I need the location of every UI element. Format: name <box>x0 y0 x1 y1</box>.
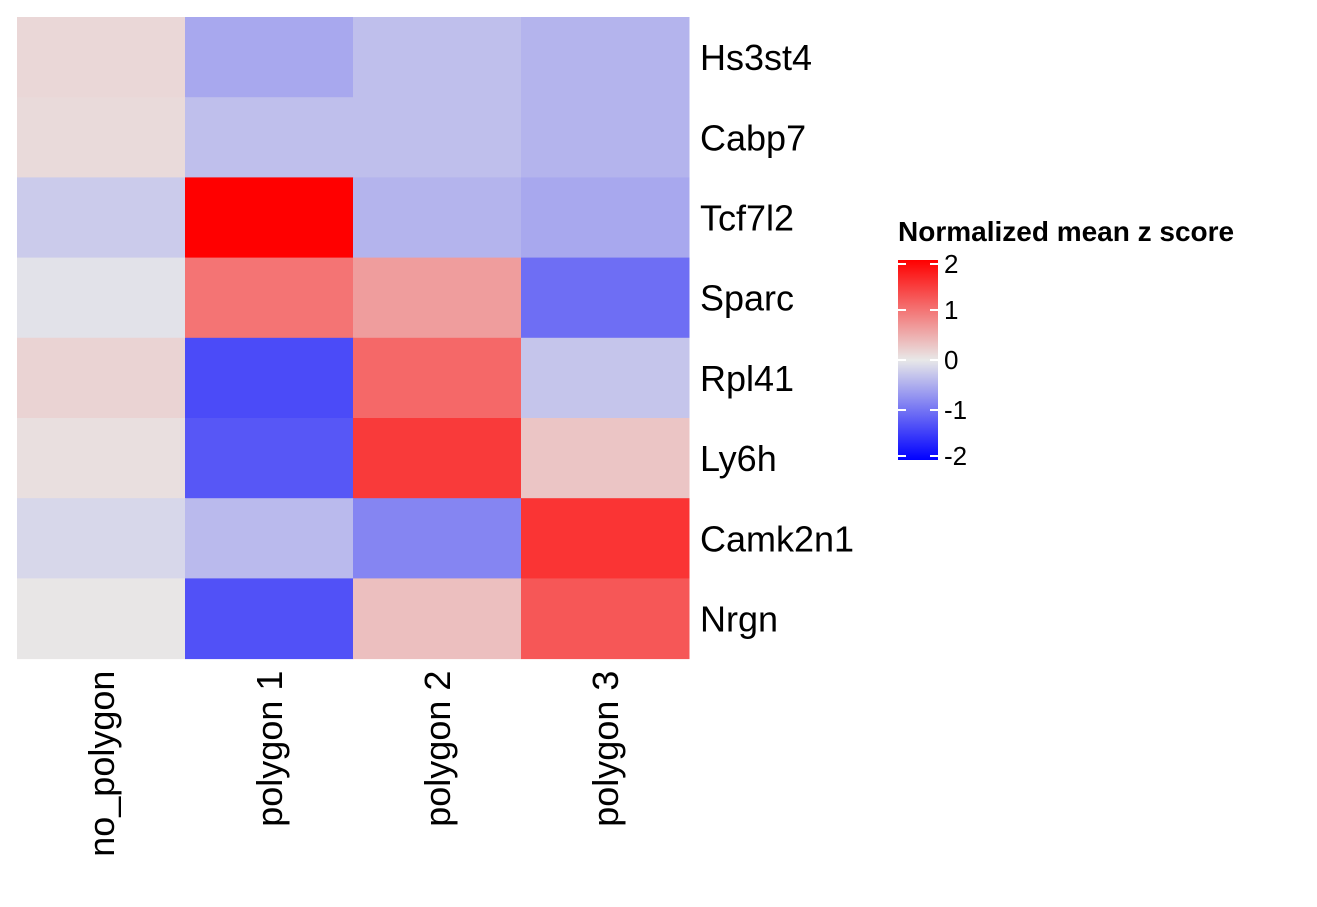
column-label-no-polygon: no_polygon <box>81 671 122 857</box>
row-label-rpl41: Rpl41 <box>700 358 794 399</box>
legend-tick-label: -1 <box>944 395 967 425</box>
heatmap-cell-camk2n1-polygon-2 <box>353 498 522 579</box>
heatmap-cells <box>17 17 690 660</box>
row-label-sparc: Sparc <box>700 278 794 319</box>
row-labels: Hs3st4 Cabp7 Tcf7l2 Sparc Rpl41 Ly6h Camk2n1 Nr… <box>700 37 854 639</box>
heatmap-cell-sparc-no-polygon <box>17 257 186 339</box>
heatmap-cell-nrgn-polygon-3 <box>521 578 690 660</box>
heatmap-cell-hs3st4-no-polygon <box>17 17 186 98</box>
heatmap-cell-hs3st4-polygon-2 <box>353 17 522 98</box>
heatmap-cell-cabp7-polygon-2 <box>353 97 522 178</box>
heatmap-cell-sparc-polygon-3 <box>521 257 690 339</box>
heatmap-cell-camk2n1-polygon-1 <box>185 498 354 579</box>
legend-tick-label: 0 <box>944 345 958 375</box>
legend-title: Normalized mean z score <box>898 216 1234 247</box>
column-labels: no_polygon polygon 1 polygon 2 polygon 3 <box>81 671 626 857</box>
row-label-cabp7: Cabp7 <box>700 117 806 158</box>
heatmap-cell-tcf7l2-polygon-1 <box>185 177 354 259</box>
legend-tick-label: 1 <box>944 295 958 325</box>
heatmap-cell-rpl41-no-polygon <box>17 337 186 419</box>
heatmap-cell-hs3st4-polygon-3 <box>521 17 690 98</box>
heatmap-cell-sparc-polygon-1 <box>185 257 354 339</box>
heatmap-cell-cabp7-no-polygon <box>17 97 186 178</box>
row-label-ly6h: Ly6h <box>700 438 777 479</box>
color-legend: Normalized mean z score 2 1 0 -1 -2 <box>898 216 1234 471</box>
heatmap-cell-cabp7-polygon-3 <box>521 97 690 178</box>
heatmap-cell-nrgn-polygon-2 <box>353 578 522 660</box>
column-label-polygon-2: polygon 2 <box>417 671 458 827</box>
heatmap-cell-tcf7l2-polygon-2 <box>353 177 522 259</box>
heatmap-cell-nrgn-polygon-1 <box>185 578 354 660</box>
legend-ticks: 2 1 0 -1 -2 <box>898 249 967 471</box>
heatmap-cell-tcf7l2-polygon-3 <box>521 177 690 259</box>
row-label-nrgn: Nrgn <box>700 599 778 640</box>
row-label-tcf7l2: Tcf7l2 <box>700 198 794 239</box>
heatmap-cell-tcf7l2-no-polygon <box>17 177 186 259</box>
row-label-camk2n1: Camk2n1 <box>700 518 854 559</box>
heatmap-cell-camk2n1-no-polygon <box>17 498 186 579</box>
legend-tick-label: 2 <box>944 249 958 279</box>
heatmap-cell-ly6h-polygon-1 <box>185 418 354 499</box>
heatmap-cell-ly6h-polygon-2 <box>353 418 522 499</box>
heatmap-cell-rpl41-polygon-2 <box>353 337 522 419</box>
heatmap-cell-rpl41-polygon-3 <box>521 337 690 419</box>
heatmap-cell-sparc-polygon-2 <box>353 257 522 339</box>
row-label-hs3st4: Hs3st4 <box>700 37 812 78</box>
heatmap-cell-camk2n1-polygon-3 <box>521 498 690 579</box>
heatmap-cell-rpl41-polygon-1 <box>185 337 354 419</box>
heatmap-cell-cabp7-polygon-1 <box>185 97 354 178</box>
legend-tick-label: -2 <box>944 441 967 471</box>
column-label-polygon-1: polygon 1 <box>249 671 290 827</box>
column-label-polygon-3: polygon 3 <box>585 671 626 827</box>
heatmap-cell-ly6h-polygon-3 <box>521 418 690 499</box>
heatmap-cell-nrgn-no-polygon <box>17 578 186 660</box>
heatmap-cell-ly6h-no-polygon <box>17 418 186 499</box>
heatmap-cell-hs3st4-polygon-1 <box>185 17 354 98</box>
